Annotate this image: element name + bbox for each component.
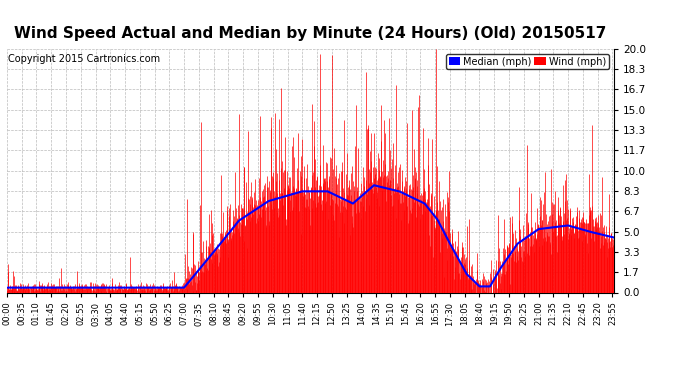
Text: Wind Speed Actual and Median by Minute (24 Hours) (Old) 20150517: Wind Speed Actual and Median by Minute (… — [14, 26, 607, 41]
Legend: Median (mph), Wind (mph): Median (mph), Wind (mph) — [446, 54, 609, 69]
Text: Copyright 2015 Cartronics.com: Copyright 2015 Cartronics.com — [8, 54, 160, 64]
